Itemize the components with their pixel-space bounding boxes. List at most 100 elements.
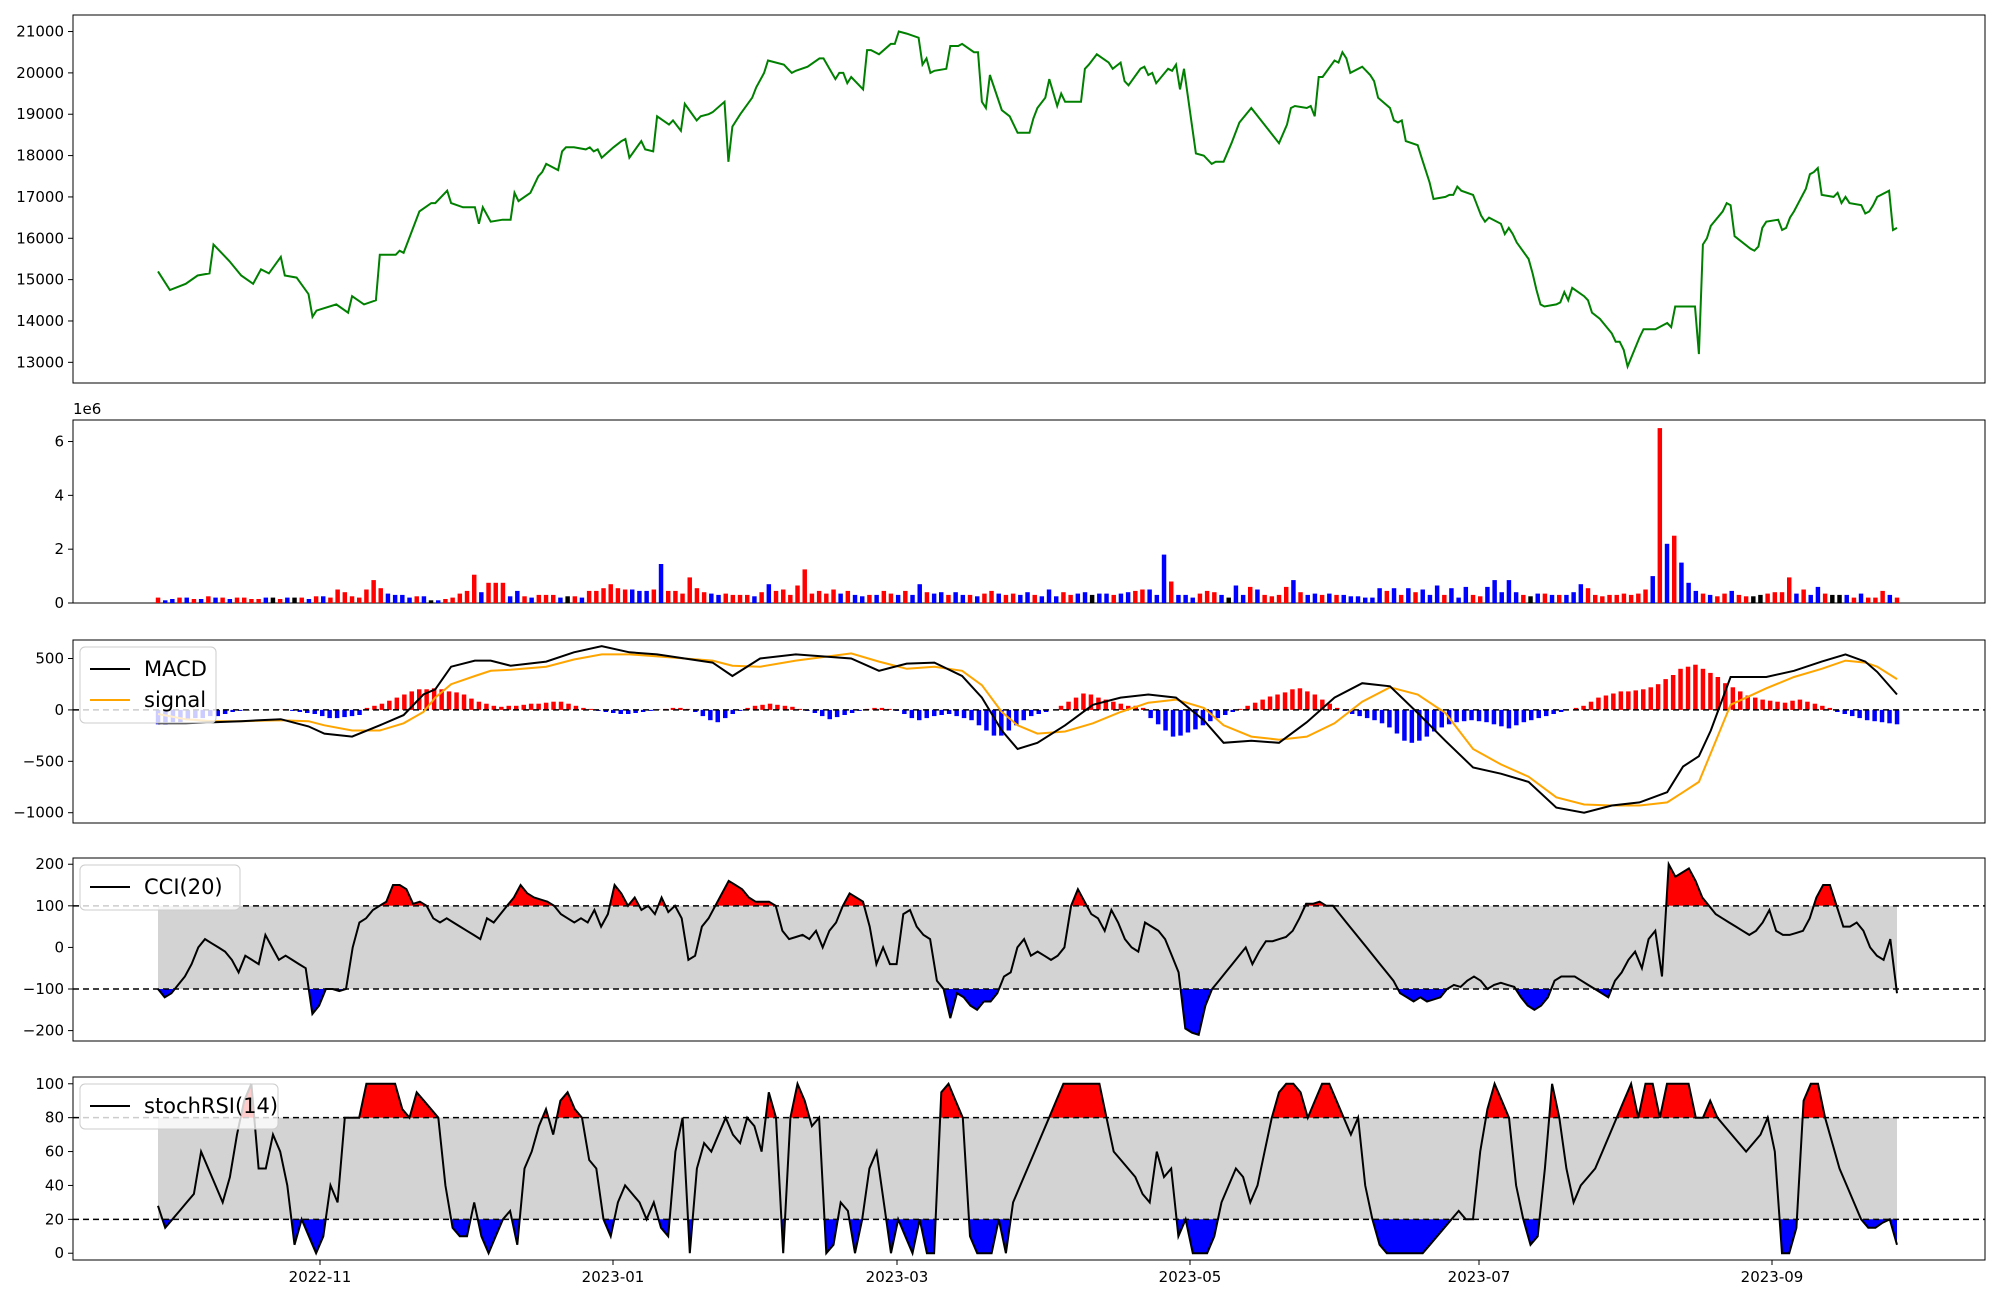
volume-bar (1880, 590, 1885, 603)
macd-histogram-bar (1514, 709, 1519, 726)
macd-histogram-bar (1715, 677, 1721, 710)
volume-bar (1161, 554, 1167, 603)
macd-histogram-bar (1812, 703, 1818, 710)
macd-histogram-bar (1655, 684, 1661, 710)
volume-bar (1700, 593, 1706, 603)
volume-bar (637, 590, 642, 603)
macd-histogram-bar (857, 709, 862, 711)
macd-histogram-bar (1006, 709, 1012, 731)
volume-bar (816, 590, 822, 603)
volume-bar (242, 597, 247, 603)
macd-histogram-bar (1282, 692, 1288, 710)
macd-histogram-bar (1417, 709, 1422, 741)
volume-bar (1427, 594, 1433, 603)
stochrsi-frame (72, 1076, 1986, 1261)
macd-histogram-bar (424, 689, 429, 710)
volume-bar (1097, 593, 1102, 603)
macd-histogram-bar (1215, 709, 1221, 719)
volume-bar (155, 597, 161, 603)
macd-histogram-bar (1439, 709, 1444, 728)
macd-histogram-bar (1708, 672, 1713, 710)
macd-histogram-bar (1603, 695, 1609, 710)
volume-bar (716, 594, 721, 603)
macd-histogram-bar (939, 709, 944, 715)
volume-bar (845, 590, 851, 603)
price-frame (72, 14, 1986, 384)
macd-histogram-bar (1663, 679, 1668, 710)
volume-bar (285, 597, 290, 603)
macd-histogram-bar (1335, 707, 1340, 710)
volume-bar (1736, 594, 1742, 603)
volume-bar (1133, 590, 1138, 603)
volume-ytick-label: 0 (54, 594, 64, 612)
macd-histogram-bar (1767, 700, 1773, 710)
volume-bar (392, 594, 398, 603)
macd-histogram-bar (558, 701, 564, 710)
volume-bar (1894, 597, 1900, 603)
volume-bar (507, 596, 513, 603)
macd-histogram-bar (932, 709, 937, 717)
macd-histogram-bar (1357, 709, 1362, 717)
macd-histogram-bar (1693, 664, 1698, 710)
volume-bar (249, 599, 254, 603)
macd-histogram-bar (1476, 709, 1482, 722)
volume-bar (874, 594, 879, 603)
macd-histogram-bar (678, 707, 683, 710)
macd-histogram-bar (603, 709, 609, 712)
volume-bar (1643, 589, 1648, 603)
macd-histogram-bar (290, 709, 295, 711)
macd-histogram-bar (1573, 707, 1579, 710)
macd-histogram-bar (1611, 693, 1616, 710)
volume-bar (809, 593, 815, 603)
macd-histogram-bar (745, 707, 750, 710)
volume-bar (400, 594, 405, 603)
volume-bar (256, 599, 261, 603)
macd-histogram-bar (1230, 709, 1235, 712)
macd-histogram-bar (551, 701, 556, 710)
volume-bar (694, 588, 700, 603)
macd-histogram-bar (1790, 700, 1795, 710)
volume-bar (227, 599, 233, 603)
volume-bar (1068, 594, 1073, 603)
volume-bar (436, 600, 441, 603)
macd-histogram-bar (999, 709, 1004, 736)
macd-histogram-bar (1379, 709, 1385, 724)
stochrsi-overbought-fill (409, 1092, 439, 1118)
volume-bar (1664, 543, 1670, 603)
price-ytick-label: 14000 (16, 312, 64, 330)
stochrsi-ytick-label: 80 (45, 1109, 64, 1127)
volume-bar (385, 593, 391, 603)
cci-oversold-fill (158, 989, 175, 998)
volume-bar (953, 592, 958, 603)
volume-bar (1183, 594, 1188, 603)
macd-histogram-bar (1618, 691, 1624, 710)
macd-histogram-bar (1066, 701, 1071, 710)
volume-bar (1449, 588, 1454, 603)
volume-bar (1614, 594, 1619, 603)
volume-bar (680, 593, 685, 603)
macd-histogram-bar (1260, 699, 1265, 710)
volume-bar (1693, 590, 1699, 603)
macd-histogram-bar (1290, 689, 1295, 710)
volume-bar (522, 596, 527, 603)
macd-histogram-bar (446, 691, 452, 710)
volume-bar (759, 592, 764, 603)
stochrsi-oversold-fill (1861, 1219, 1890, 1228)
macd-histogram-bar (984, 709, 989, 731)
macd-histogram-bar (230, 709, 235, 712)
macd-histogram-bar (372, 705, 377, 710)
volume-bar (206, 596, 211, 603)
volume-bar (1434, 585, 1440, 603)
volume-bar (1255, 589, 1260, 603)
stochrsi-oversold-fill (849, 1219, 863, 1254)
x-tick-label: 2023-01 (582, 1268, 645, 1286)
volume-bar (788, 594, 793, 603)
volume-bar (1765, 593, 1770, 603)
macd-histogram-bar (618, 709, 623, 714)
macd-histogram-bar (1155, 709, 1161, 725)
volume-bar (1585, 588, 1591, 603)
macd-histogram-bar (1305, 691, 1310, 710)
macd-histogram-bar (1782, 702, 1788, 710)
macd-histogram-bar (1297, 688, 1303, 710)
volume-bar (1506, 580, 1512, 603)
